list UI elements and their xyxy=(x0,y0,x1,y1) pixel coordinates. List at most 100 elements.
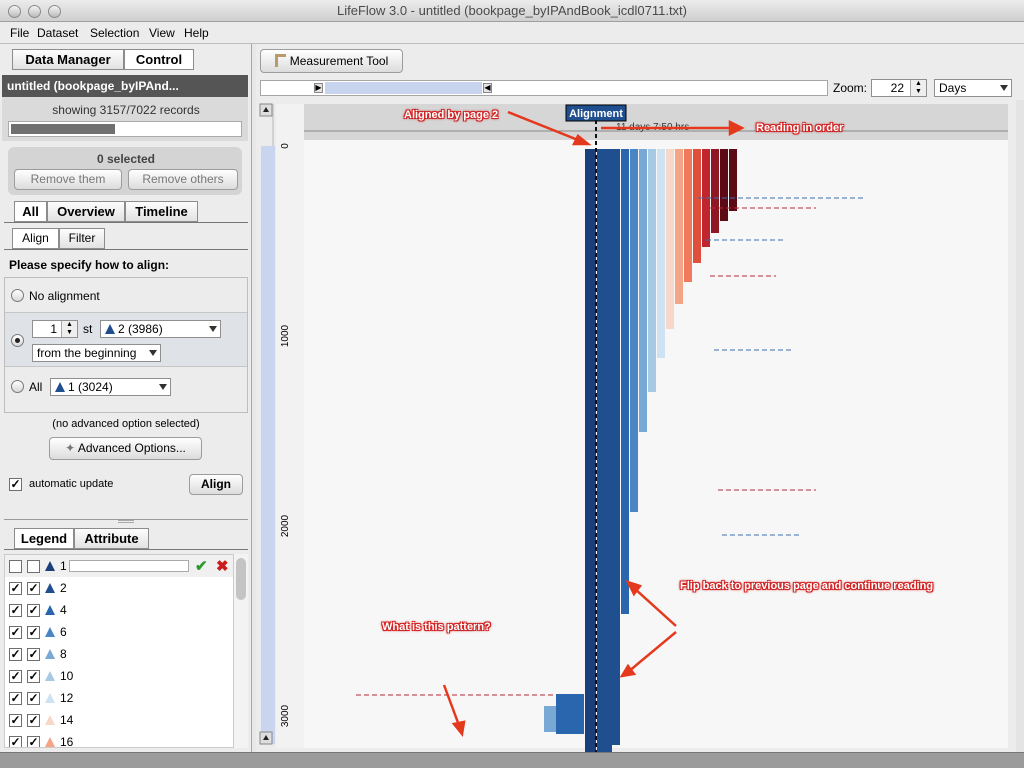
legend-item[interactable]: ✓ ✓ 16 xyxy=(5,731,233,748)
stepper-arrows-icon[interactable]: ▲ ▼ xyxy=(61,321,77,337)
tab-data-manager[interactable]: Data Manager xyxy=(12,49,124,70)
tab-attribute[interactable]: Attribute xyxy=(74,528,149,549)
legend-visible-checkbox[interactable]: ✓ xyxy=(9,603,22,617)
timeline-scroll[interactable]: ▶ ◀ xyxy=(260,80,828,96)
selected-count: 0 selected xyxy=(96,152,156,166)
flow-bar[interactable] xyxy=(657,149,665,358)
legend-item[interactable]: 1 ✔ ✖ xyxy=(5,555,233,577)
menu-dataset[interactable]: Dataset xyxy=(37,26,79,40)
right-panel: Measurement Tool ▶ ◀ Zoom: 22 ▲ ▼ Days 0 1… xyxy=(256,44,1024,752)
nth-event-select[interactable]: 2 (3986) xyxy=(100,320,221,338)
legend-include-checkbox[interactable]: ✓ xyxy=(27,735,40,748)
legend-include-checkbox[interactable]: ✓ xyxy=(27,625,40,639)
wand-icon: ✦ xyxy=(65,441,76,455)
zoom-label: Zoom: xyxy=(833,81,868,95)
legend-visible-checkbox[interactable]: ✓ xyxy=(9,735,22,748)
zoom-window-icon[interactable] xyxy=(48,5,61,18)
axis-tick-label: 1000 xyxy=(280,324,291,347)
flow-bar[interactable] xyxy=(693,149,701,263)
legend-scrollbar[interactable] xyxy=(233,554,248,748)
legend-item[interactable]: ✓ ✓ 6 xyxy=(5,621,233,643)
tab-legend[interactable]: Legend xyxy=(14,528,74,549)
flow-bar[interactable] xyxy=(597,149,612,752)
splitter-handle[interactable] xyxy=(118,520,134,523)
flow-bar[interactable] xyxy=(630,149,638,512)
tab-overview[interactable]: Overview xyxy=(47,201,125,222)
legend-visible-checkbox[interactable]: ✓ xyxy=(9,691,22,705)
nth-alignment-radio[interactable] xyxy=(11,334,24,347)
time-unit-select[interactable]: Days xyxy=(934,79,1012,97)
legend-item[interactable]: ✓ ✓ 8 xyxy=(5,643,233,665)
flow-bar[interactable] xyxy=(544,706,556,732)
stepper-arrows-icon[interactable]: ▲ ▼ xyxy=(910,80,926,96)
no-alignment-radio[interactable] xyxy=(11,289,24,302)
legend-item[interactable]: ✓ ✓ 14 xyxy=(5,709,233,731)
scroll-right-arrow-icon[interactable]: ◀ xyxy=(483,83,492,93)
legend-label: 6 xyxy=(60,625,67,639)
flow-bar[interactable] xyxy=(684,149,692,282)
flow-bar[interactable] xyxy=(585,149,596,752)
legend-item[interactable]: ✓ ✓ 10 xyxy=(5,665,233,687)
remove-them-button[interactable]: Remove them xyxy=(14,169,122,190)
menu-help[interactable]: Help xyxy=(184,26,209,40)
event-triangle-icon xyxy=(105,324,115,334)
legend-include-checkbox[interactable]: ✓ xyxy=(27,691,40,705)
legend-rename-input[interactable] xyxy=(69,560,189,572)
auto-update-checkbox[interactable]: ✓ xyxy=(9,477,22,491)
menu-view[interactable]: View xyxy=(149,26,175,40)
nth-value-stepper[interactable]: 1 ▲ ▼ xyxy=(32,320,78,338)
minimize-window-icon[interactable] xyxy=(28,5,41,18)
menu-file[interactable]: File xyxy=(10,26,30,40)
all-event-select[interactable]: 1 (3024) xyxy=(50,378,171,396)
legend-visible-checkbox[interactable]: ✓ xyxy=(9,669,22,683)
tab-all[interactable]: All xyxy=(14,201,47,222)
tab-filter[interactable]: Filter xyxy=(59,228,105,249)
legend-include-checkbox[interactable]: ✓ xyxy=(27,647,40,661)
flow-bar[interactable] xyxy=(556,694,584,734)
flow-bar[interactable] xyxy=(711,149,719,233)
legend-triangle-icon xyxy=(45,561,55,571)
legend-visible-checkbox[interactable]: ✓ xyxy=(9,713,22,727)
cancel-x-icon[interactable]: ✖ xyxy=(216,558,229,575)
legend-item[interactable]: ✓ ✓ 2 xyxy=(5,577,233,599)
legend-item[interactable]: ✓ ✓ 4 xyxy=(5,599,233,621)
close-window-icon[interactable] xyxy=(8,5,21,18)
menu-selection[interactable]: Selection xyxy=(90,26,140,40)
advanced-options-button[interactable]: ✦ Advanced Options... xyxy=(49,437,202,460)
legend-include-checkbox[interactable] xyxy=(27,560,40,573)
legend-include-checkbox[interactable]: ✓ xyxy=(27,713,40,727)
flow-bar[interactable] xyxy=(729,149,737,211)
flow-bar[interactable] xyxy=(648,149,656,392)
tab-align[interactable]: Align xyxy=(12,228,59,249)
legend-item[interactable]: ✓ ✓ 12 xyxy=(5,687,233,709)
flow-bar[interactable] xyxy=(720,149,728,221)
legend-visible-checkbox[interactable] xyxy=(9,560,22,573)
scroll-left-arrow-icon[interactable]: ▶ xyxy=(314,83,323,93)
flow-bar[interactable] xyxy=(675,149,683,304)
remove-others-button[interactable]: Remove others xyxy=(128,169,238,190)
flow-bar[interactable] xyxy=(621,149,629,614)
vertical-scrollbar[interactable] xyxy=(1016,100,1024,752)
legend-include-checkbox[interactable]: ✓ xyxy=(27,581,40,595)
zoom-stepper[interactable]: 22 ▲ ▼ xyxy=(871,79,927,97)
legend-include-checkbox[interactable]: ✓ xyxy=(27,603,40,617)
flow-bar[interactable] xyxy=(639,149,647,432)
tab-timeline[interactable]: Timeline xyxy=(125,201,198,222)
vertical-scroll-track[interactable] xyxy=(261,146,275,744)
measurement-tool-button[interactable]: Measurement Tool xyxy=(260,49,403,73)
flow-bar[interactable] xyxy=(666,149,674,329)
legend-visible-checkbox[interactable]: ✓ xyxy=(9,625,22,639)
legend-triangle-icon xyxy=(45,605,55,615)
legend-visible-checkbox[interactable]: ✓ xyxy=(9,647,22,661)
legend-triangle-icon xyxy=(45,627,55,637)
tab-control[interactable]: Control xyxy=(124,49,194,70)
all-alignment-radio[interactable] xyxy=(11,380,24,393)
legend-include-checkbox[interactable]: ✓ xyxy=(27,669,40,683)
align-button[interactable]: Align xyxy=(189,474,243,495)
confirm-check-icon[interactable]: ✔ xyxy=(195,558,208,575)
flow-bar[interactable] xyxy=(612,149,620,745)
dataset-title: untitled (bookpage_byIPAnd... xyxy=(2,75,248,97)
from-select[interactable]: from the beginning xyxy=(32,344,161,362)
legend-visible-checkbox[interactable]: ✓ xyxy=(9,581,22,595)
